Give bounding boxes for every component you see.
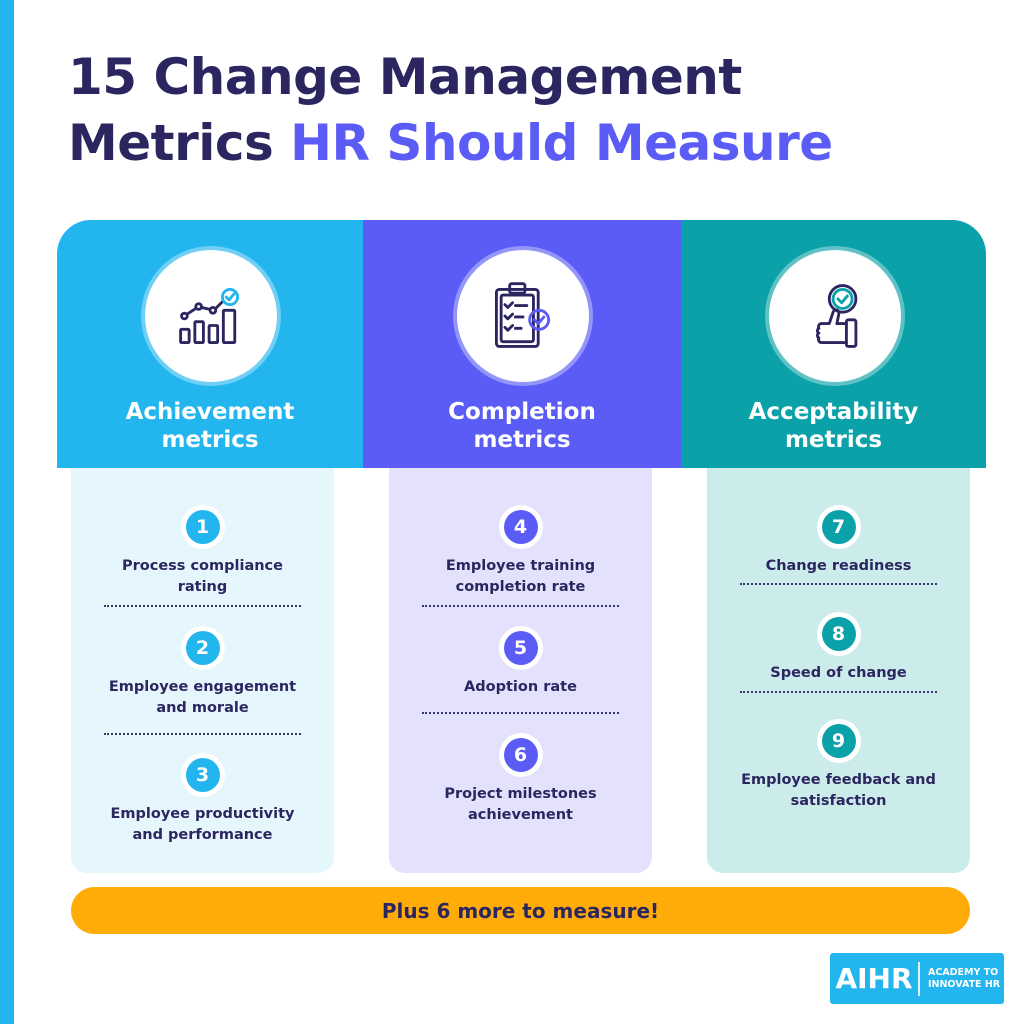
metric-number: 6 <box>503 738 538 772</box>
page-title: 15 Change Management Metrics HR Should M… <box>68 44 968 176</box>
metric-item: 6 Project milestones achievement <box>389 733 652 826</box>
header-achievement: Achievement metrics <box>57 220 363 468</box>
dotted-divider <box>104 605 301 607</box>
metric-label-line-1: Adoption rate <box>464 679 577 695</box>
metric-number: 1 <box>185 510 220 544</box>
category-title-achievement: Achievement metrics <box>57 398 363 454</box>
metric-number-badge: 8 <box>816 612 861 656</box>
category-title-line-2: metrics <box>784 427 883 453</box>
metric-number: 7 <box>821 510 856 544</box>
metric-number: 2 <box>185 631 220 665</box>
category-title-line-1: Acceptability <box>748 399 919 425</box>
logo-mark: AIHR <box>830 961 920 996</box>
metric-label: Employee feedback and satisfaction <box>724 770 954 812</box>
metric-label-line-2: rating <box>177 579 228 595</box>
metric-item: 7 Change readiness <box>707 505 970 577</box>
metric-number: 5 <box>503 631 538 665</box>
metric-label-line-2: achievement <box>468 807 573 823</box>
metric-number-badge: 2 <box>180 626 225 670</box>
header-completion: Completion metrics <box>363 220 681 468</box>
panel-completion: 4 Employee training completion rate 5 Ado… <box>389 468 652 873</box>
plus-more-text: Plus 6 more to measure! <box>381 898 660 923</box>
metric-label: Change readiness <box>724 556 954 577</box>
metric-item: 3 Employee productivity and performance <box>71 753 334 846</box>
metric-label: Adoption rate <box>406 677 636 698</box>
metric-label: Process compliance rating <box>88 556 318 598</box>
metric-label-line-1: Speed of change <box>770 665 907 681</box>
metric-label-line-1: Employee training <box>445 558 596 574</box>
metric-label-line-1: Employee engagement <box>108 679 297 695</box>
metric-number-badge: 1 <box>180 505 225 549</box>
category-header-band: Achievement metrics Completion metrics <box>57 220 986 468</box>
metric-label: Project milestones achievement <box>406 784 636 826</box>
metric-label-line-2: completion rate <box>455 579 586 595</box>
metric-number: 3 <box>185 758 220 792</box>
metric-item: 9 Employee feedback and satisfaction <box>707 719 970 812</box>
logo-text-line-1: ACADEMY TO <box>928 966 999 978</box>
panel-achievement: 1 Process compliance rating 2 Employee en… <box>71 468 334 873</box>
metric-number: 8 <box>821 617 856 651</box>
metric-number-badge: 5 <box>498 626 543 670</box>
header-acceptability: Acceptability metrics <box>681 220 986 468</box>
metric-label-line-2: and morale <box>156 700 249 716</box>
metric-label-line-2: satisfaction <box>790 793 887 809</box>
metric-item: 2 Employee engagement and morale <box>71 626 334 719</box>
metric-label-line-1: Change readiness <box>765 558 912 574</box>
title-line-2-accent: HR Should Measure <box>290 114 833 172</box>
dotted-divider <box>422 605 619 607</box>
left-accent-bar <box>0 0 14 1024</box>
metric-number-badge: 4 <box>498 505 543 549</box>
metric-label-line-2: and performance <box>132 827 273 843</box>
dotted-divider <box>740 583 937 585</box>
metric-number-badge: 6 <box>498 733 543 777</box>
metric-item: 4 Employee training completion rate <box>389 505 652 598</box>
category-title-line-1: Completion <box>448 399 596 425</box>
title-line-2-dark: Metrics <box>68 114 291 172</box>
bar-chart-trend-icon <box>145 250 277 382</box>
metric-number-badge: 7 <box>816 505 861 549</box>
metric-number: 9 <box>821 724 856 758</box>
title-line-2: Metrics HR Should Measure <box>68 110 968 176</box>
plus-more-banner: Plus 6 more to measure! <box>71 887 970 934</box>
metric-label-line-1: Project milestones <box>444 786 597 802</box>
dotted-divider <box>740 691 937 693</box>
category-title-line-2: metrics <box>473 427 571 453</box>
metric-item: 8 Speed of change <box>707 612 970 684</box>
dotted-divider <box>422 712 619 714</box>
metric-label: Employee training completion rate <box>406 556 636 598</box>
category-title-acceptability: Acceptability metrics <box>681 398 986 454</box>
category-title-line-2: metrics <box>161 427 259 453</box>
metric-number-badge: 9 <box>816 719 861 763</box>
category-title-line-1: Achievement <box>125 399 295 425</box>
panel-acceptability: 7 Change readiness 8 Speed of change 9 E… <box>707 468 970 873</box>
metric-label-line-1: Employee productivity <box>110 806 295 822</box>
aihr-logo: AIHR ACADEMY TO INNOVATE HR <box>830 953 1004 1004</box>
clipboard-checklist-icon <box>457 250 589 382</box>
logo-text: ACADEMY TO INNOVATE HR <box>920 967 1000 991</box>
thumbs-up-check-icon <box>768 250 901 382</box>
title-line-1: 15 Change Management <box>68 48 742 106</box>
dotted-divider <box>104 733 301 735</box>
metric-label-line-1: Employee feedback and <box>741 772 936 788</box>
category-title-completion: Completion metrics <box>363 398 681 454</box>
metric-number-badge: 3 <box>180 753 225 797</box>
metric-label-line-1: Process compliance <box>121 558 283 574</box>
metric-label: Speed of change <box>724 663 954 684</box>
metric-label: Employee engagement and morale <box>88 677 318 719</box>
metric-label: Employee productivity and performance <box>88 804 318 846</box>
logo-text-line-2: INNOVATE HR <box>928 978 1001 990</box>
metric-number: 4 <box>503 510 538 544</box>
metric-item: 1 Process compliance rating <box>71 505 334 598</box>
metric-item: 5 Adoption rate <box>389 626 652 698</box>
